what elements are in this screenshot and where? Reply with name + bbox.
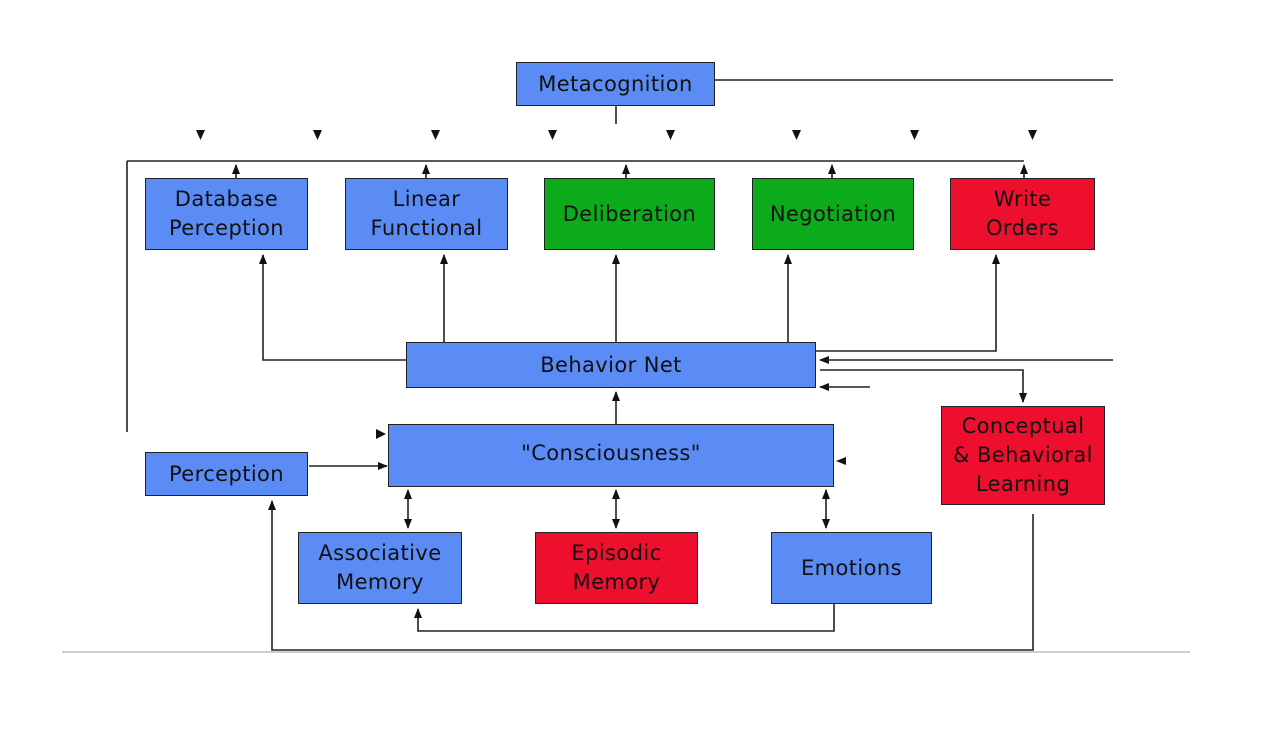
behavior-net-box: Behavior Net bbox=[406, 342, 816, 388]
metacognition-box: Metacognition bbox=[516, 62, 715, 106]
consciousness-box: "Consciousness" bbox=[388, 424, 834, 487]
deliberation-box: Deliberation bbox=[544, 178, 715, 250]
emotions-box: Emotions bbox=[771, 532, 932, 604]
database-perception-box: Database Perception bbox=[145, 178, 308, 250]
linear-functional-box: Linear Functional bbox=[345, 178, 508, 250]
bottom-divider bbox=[62, 651, 1190, 653]
behavior-to-database-arrow bbox=[259, 254, 406, 361]
conceptual-learning-box: Conceptual & Behavioral Learning bbox=[941, 406, 1105, 505]
meta-arrowhead-4 bbox=[548, 130, 557, 140]
associative-memory-box: Associative Memory bbox=[298, 532, 462, 604]
write-orders-box: Write Orders bbox=[950, 178, 1095, 250]
emotions-to-associative-arrow bbox=[414, 604, 835, 632]
meta-arrowhead-1 bbox=[196, 130, 205, 140]
meta-arrowhead-7 bbox=[910, 130, 919, 140]
meta-arrowhead-3 bbox=[431, 130, 440, 140]
meta-arrowhead-5 bbox=[666, 130, 675, 140]
meta-arrowhead-6 bbox=[792, 130, 801, 140]
behavior-to-write-orders-arrow bbox=[816, 254, 1000, 352]
meta-arrowhead-8 bbox=[1028, 130, 1037, 140]
behavior-to-learning-arrow bbox=[820, 369, 1027, 403]
consciousness-right-arrowhead bbox=[836, 457, 846, 465]
episodic-memory-box: Episodic Memory bbox=[535, 532, 698, 604]
negotiation-box: Negotiation bbox=[752, 178, 914, 250]
learning-to-perception-arrow bbox=[268, 500, 1034, 651]
consciousness-left-arrowhead bbox=[376, 429, 386, 439]
meta-arrowhead-2 bbox=[313, 130, 322, 140]
perception-box: Perception bbox=[145, 452, 308, 496]
